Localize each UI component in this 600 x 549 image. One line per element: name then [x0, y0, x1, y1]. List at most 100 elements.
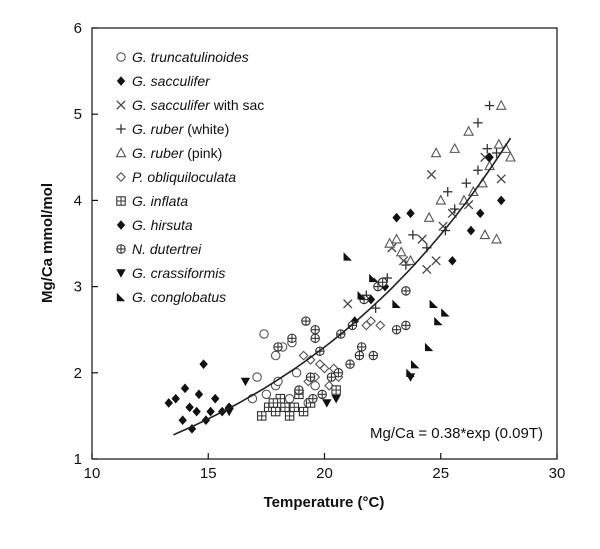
x-tick-label: 15 [200, 465, 217, 482]
legend-marker [116, 220, 126, 230]
data-point [406, 368, 415, 377]
data-point [380, 281, 390, 292]
data-point [441, 308, 450, 317]
data-point [284, 411, 295, 421]
legend-label: G. sacculifer [132, 73, 211, 89]
x-tick-label: 10 [84, 465, 101, 482]
data-point [450, 204, 460, 214]
data-point [431, 256, 441, 266]
legend: G. truncatulinoides G. sacculifer G. saccu… [115, 49, 264, 305]
data-point [476, 208, 485, 219]
data-point [366, 294, 376, 305]
data-point [310, 380, 320, 391]
data-point [270, 406, 281, 417]
legend-marker [116, 100, 126, 110]
data-point [345, 359, 355, 369]
data-point [301, 316, 311, 326]
legend-label: G. sacculifer with sac [132, 97, 264, 113]
data-point [485, 152, 494, 163]
data-point [370, 303, 381, 313]
y-tick-label: 4 [74, 192, 82, 209]
data-point [368, 350, 379, 361]
legend-label: G. truncatulinoides [132, 49, 249, 65]
data-point [505, 151, 516, 162]
data-point [482, 143, 492, 154]
data-point [401, 286, 411, 296]
legend-label: G. inflata [132, 193, 188, 209]
data-point [287, 333, 297, 344]
y-tick-label: 3 [74, 279, 82, 296]
data-point [270, 350, 281, 361]
legend-marker [116, 244, 126, 254]
data-point [256, 411, 267, 421]
legend-marker [116, 52, 126, 62]
data-point [317, 389, 327, 400]
data-point [375, 320, 386, 331]
data-point [440, 225, 451, 236]
data-point [496, 174, 506, 184]
data-point [443, 187, 453, 197]
data-point [333, 368, 344, 378]
data-point [391, 233, 402, 244]
legend-label: N. dutertrei [132, 241, 202, 257]
data-point [391, 324, 402, 335]
data-point [294, 385, 304, 395]
legend-marker [116, 124, 126, 134]
data-point [484, 100, 495, 111]
legend-entry: N. dutertrei [116, 241, 202, 257]
legend-entry: G. sacculifer with sac [116, 97, 264, 113]
fit-curve [173, 137, 512, 436]
data-point [268, 398, 279, 408]
data-point [497, 195, 506, 206]
data-point [473, 165, 483, 175]
data-point [259, 329, 269, 339]
data-point [493, 138, 505, 149]
data-point [405, 254, 416, 265]
legend-entry: G. conglobatus [116, 289, 226, 305]
data-point [314, 359, 325, 370]
data-point [448, 255, 457, 266]
data-point [480, 152, 490, 162]
data-point [395, 246, 407, 257]
data-point [178, 415, 187, 426]
data-point [422, 264, 432, 275]
data-point [331, 394, 341, 404]
series-group [350, 152, 506, 326]
series-group [343, 252, 450, 377]
data-point [354, 350, 365, 361]
data-point [298, 350, 309, 361]
data-point [240, 377, 251, 387]
data-point [423, 211, 435, 222]
legend-marker [116, 76, 126, 86]
legend-entry: G. ruber (white) [116, 121, 229, 137]
data-point [192, 406, 201, 417]
y-tick-label: 1 [74, 451, 82, 468]
legend-marker [116, 172, 126, 182]
data-point [491, 233, 502, 244]
data-point [406, 208, 415, 219]
legend-entry: G. inflata [116, 193, 188, 209]
data-point [401, 320, 411, 331]
data-point [252, 372, 262, 382]
data-point [392, 299, 401, 309]
data-point [366, 316, 376, 327]
x-axis-title: Temperature (°C) [264, 494, 385, 511]
legend-entry: G. sacculifer [116, 73, 211, 89]
data-point [350, 316, 359, 326]
data-point [171, 393, 180, 404]
data-point [206, 406, 215, 417]
data-point [180, 383, 190, 394]
data-point [417, 234, 427, 244]
legend-entry: P. obliquiloculata [116, 169, 236, 185]
data-point [261, 389, 272, 400]
data-point [194, 389, 204, 400]
data-point [466, 225, 476, 236]
data-point [377, 277, 388, 288]
series-group [164, 359, 234, 434]
data-point [273, 342, 283, 352]
data-point [426, 169, 437, 180]
data-point [357, 291, 366, 300]
series-group [384, 99, 516, 265]
data-point [199, 359, 208, 369]
data-point [430, 147, 442, 158]
